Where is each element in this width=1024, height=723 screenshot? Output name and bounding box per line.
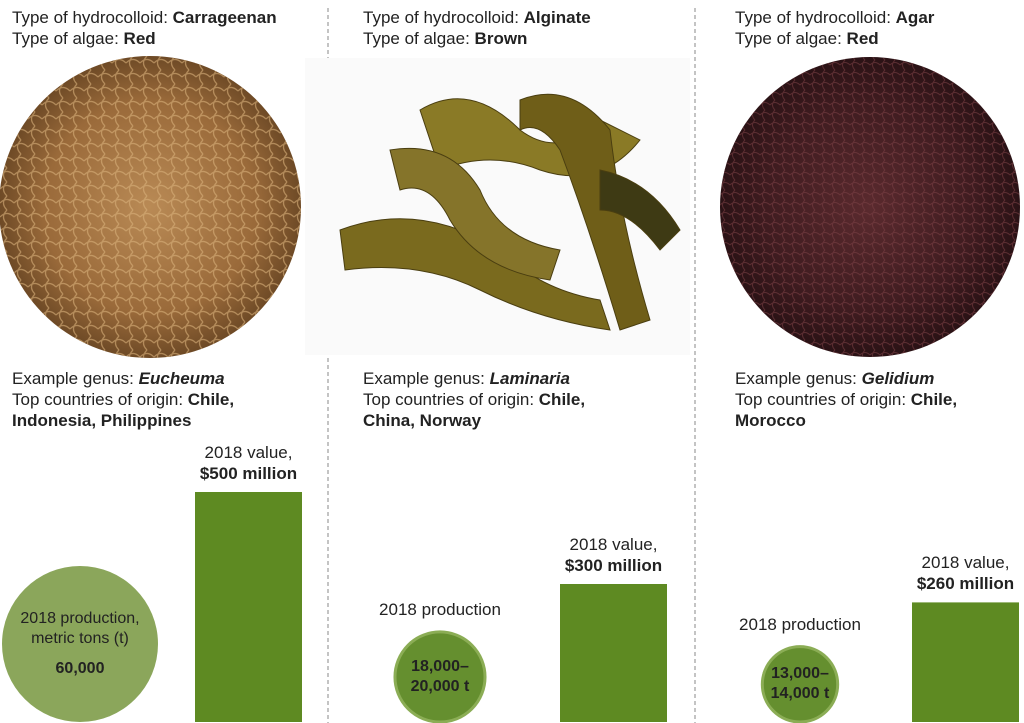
label: Example genus: [12, 369, 134, 388]
value-amount: $300 million [564, 556, 663, 575]
genus-info: Example genus: Laminaria Top countries of… [363, 368, 603, 431]
algae: Red [123, 29, 156, 48]
genus-info: Example genus: Gelidium Top countries of … [735, 368, 975, 431]
label: Type of algae: [735, 29, 842, 48]
production-caption: 2018 production [739, 614, 861, 634]
origin: Chile, Morocco [735, 390, 958, 430]
production-caption: 2018 production [360, 599, 520, 620]
production-caption: 2018 production [720, 614, 880, 635]
label: Top countries of origin: [12, 390, 184, 409]
genus: Gelidium [861, 369, 935, 388]
value-bar [195, 492, 302, 722]
label: Type of hydrocolloid: [363, 8, 519, 27]
production-value: 13,000–14,000 t [770, 665, 830, 703]
production-text: 13,000–14,000 t [762, 647, 837, 722]
value-amount: $260 million [916, 574, 1015, 594]
production-value: 60,000 [55, 660, 105, 677]
production-caption: 2018 production [379, 599, 501, 619]
value-label: 2018 value, $500 million [165, 442, 332, 484]
algae: Brown [474, 29, 528, 48]
hydrocolloid: Alginate [523, 8, 591, 27]
label: Type of algae: [363, 29, 470, 48]
algae: Red [846, 29, 879, 48]
genus: Eucheuma [138, 369, 225, 388]
production-text: 18,000–20,000 t [395, 632, 485, 722]
hydrocolloid: Carrageenan [172, 8, 277, 27]
label: Example genus: [735, 369, 857, 388]
kelp [339, 93, 681, 331]
genus: Laminaria [489, 369, 570, 388]
header: Type of hydrocolloid: Alginate Type of al… [363, 7, 683, 49]
label: Type of hydrocolloid: [735, 8, 891, 27]
label: Type of hydrocolloid: [12, 8, 168, 27]
photo-texture [720, 57, 1020, 357]
value-amount: $500 million [199, 464, 298, 483]
label: Top countries of origin: [363, 390, 535, 409]
value-caption: 2018 value, [921, 553, 1010, 573]
hydrocolloid: Agar [895, 8, 935, 27]
production-value: 18,000–20,000 t [410, 657, 470, 695]
production-text: 2018 production, metric tons (t) 60,000 [2, 566, 158, 722]
photo-texture [0, 56, 301, 358]
value-caption: 2018 value, [204, 443, 293, 462]
header: Type of hydrocolloid: Agar Type of algae:… [735, 7, 1015, 49]
header: Type of hydrocolloid: Carrageenan Type of… [12, 7, 312, 49]
production-caption: 2018 production, metric tons (t) [20, 610, 140, 647]
production-circle [2, 566, 158, 722]
production-circle [393, 630, 487, 723]
production-circle [760, 645, 840, 723]
genus-info: Example genus: Eucheuma Top countries of … [12, 368, 312, 431]
label: Example genus: [363, 369, 485, 388]
value-bar [560, 584, 667, 722]
value-caption: 2018 value, [569, 535, 658, 554]
value-label: 2018 value, $300 million [530, 534, 697, 576]
value-bar [912, 602, 1019, 722]
value-label: 2018 value, $260 million [882, 552, 1024, 594]
origin: Chile, Indonesia, Philippines [12, 390, 235, 430]
origin: Chile, China, Norway [363, 390, 586, 430]
label: Top countries of origin: [735, 390, 907, 409]
label: Type of algae: [12, 29, 119, 48]
